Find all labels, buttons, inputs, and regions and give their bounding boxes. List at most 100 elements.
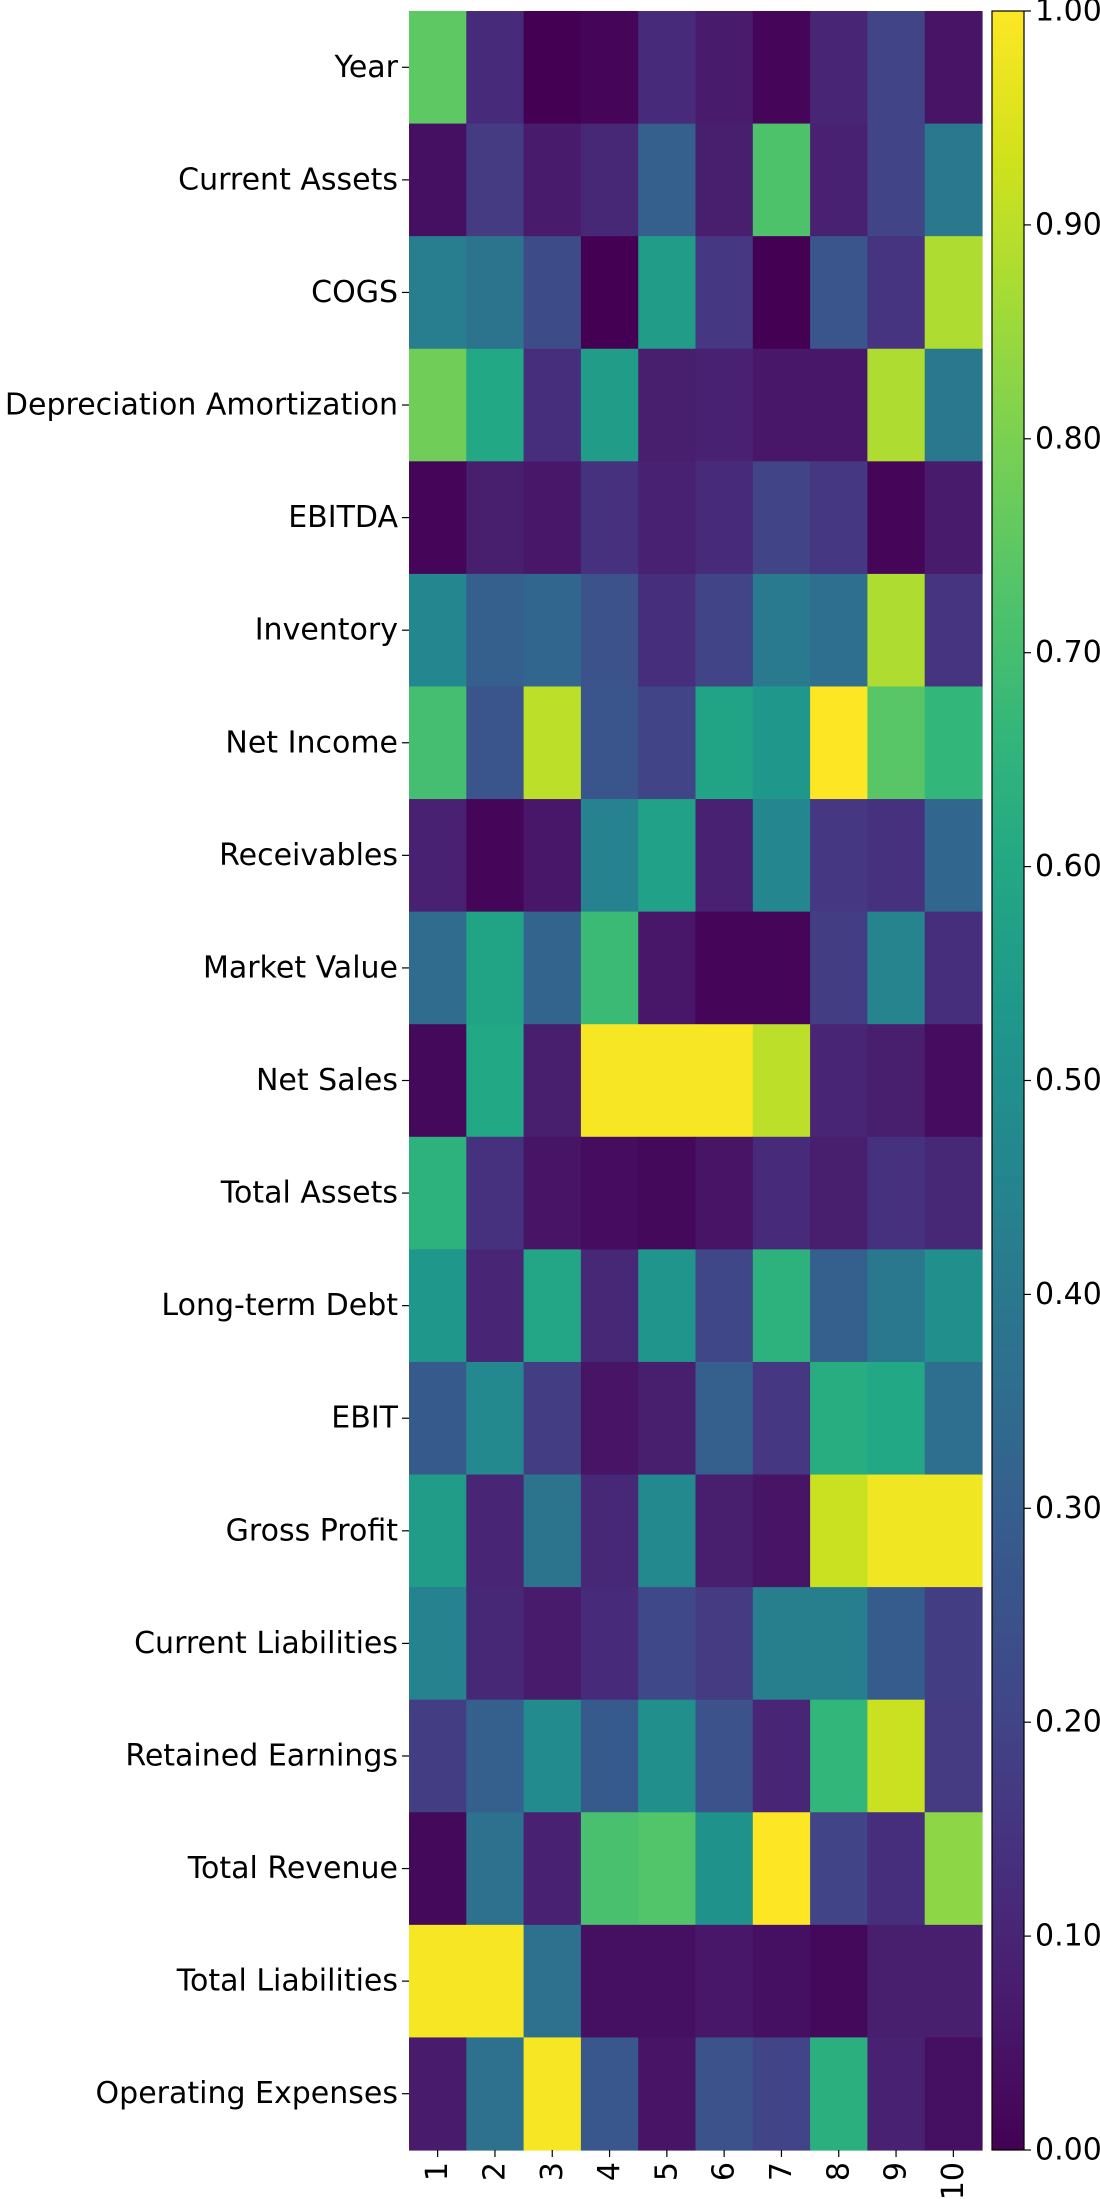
- heatmap-cell: [466, 11, 525, 125]
- heatmap-cell: [409, 1924, 467, 2039]
- heatmap-cell: [752, 911, 811, 1025]
- column-label: 4: [592, 2162, 627, 2181]
- heatmap-cell: [466, 1249, 525, 1363]
- heatmap-cell: [810, 799, 868, 913]
- heatmap-cell: [466, 2037, 525, 2151]
- heatmap-cell: [409, 1587, 467, 1701]
- heatmap-cell: [695, 686, 754, 800]
- heatmap-cell: [867, 1587, 926, 1701]
- heatmap-cell: [466, 461, 525, 575]
- heatmap-cell: [810, 1924, 868, 2039]
- heatmap-cell: [580, 573, 639, 688]
- heatmap-cell: [924, 799, 983, 913]
- colorbar-tick-label: 0.20: [1035, 1705, 1100, 1740]
- row-label: Retained Earnings: [125, 1738, 398, 1773]
- heatmap-cell: [638, 1699, 697, 1813]
- heatmap-cell: [810, 686, 868, 800]
- heatmap-cell: [752, 1361, 811, 1476]
- colorbar-tick-label: 0.30: [1035, 1491, 1100, 1526]
- heatmap-cell: [810, 1587, 868, 1701]
- heatmap-cell: [695, 911, 754, 1025]
- heatmap-cell: [523, 1249, 582, 1363]
- heatmap-cell: [523, 1136, 582, 1250]
- heatmap-cell: [638, 686, 697, 800]
- heatmap-cell: [867, 911, 926, 1025]
- colorbar-tick-label: 0.10: [1035, 1919, 1100, 1954]
- heatmap-cell: [695, 123, 754, 237]
- row-label: Depreciation Amortization: [5, 388, 398, 423]
- row-label: EBIT: [331, 1401, 398, 1436]
- heatmap-cell: [924, 1249, 983, 1363]
- heatmap-cell: [466, 1024, 525, 1138]
- heatmap-cell: [638, 11, 697, 125]
- heatmap-cell: [924, 461, 983, 575]
- heatmap-cell: [752, 1249, 811, 1363]
- row-label: Total Liabilities: [176, 1964, 398, 1999]
- heatmap-cell: [867, 236, 926, 350]
- heatmap-cell: [466, 1587, 525, 1701]
- colorbar-tick-label: 0.00: [1035, 2133, 1100, 2168]
- colorbar-scale: [991, 10, 1025, 2151]
- heatmap-cell: [810, 236, 868, 350]
- heatmap-cell: [752, 236, 811, 350]
- colorbar-tick-label: 0.70: [1035, 635, 1100, 670]
- heatmap-cell: [409, 1249, 467, 1363]
- heatmap-cell: [695, 11, 754, 125]
- heatmap-cell: [924, 1812, 983, 1926]
- heatmap-cell: [580, 123, 639, 237]
- heatmap-cell: [580, 799, 639, 913]
- row-label: Net Sales: [256, 1063, 398, 1098]
- colorbar: 0.00 0.10 0.20 0.30 0.40 0.50 0.60 0.70 0.80 0.90…: [991, 0, 1100, 2168]
- heatmap-cell: [638, 236, 697, 350]
- colorbar-tick-label: 0.80: [1035, 421, 1100, 456]
- heatmap-cell: [810, 1361, 868, 1476]
- column-label: 2: [477, 2162, 512, 2181]
- heatmap-cell: [466, 1924, 525, 2039]
- column-labels: 1 2 3 4 5 6 7 8 9 10: [420, 2150, 971, 2199]
- heatmap-cell: [523, 1024, 582, 1138]
- row-label: Current Liabilities: [134, 1626, 398, 1661]
- heatmap-cell: [752, 1699, 811, 1813]
- heatmap-cell: [580, 1924, 639, 2039]
- row-label: COGS: [311, 275, 398, 310]
- heatmap-cell: [810, 1136, 868, 1250]
- heatmap-cell: [466, 348, 525, 462]
- heatmap-cell: [867, 11, 926, 125]
- heatmap-cell: [409, 1136, 467, 1250]
- heatmap-cell: [695, 1924, 754, 2039]
- heatmap-cell: [695, 1136, 754, 1250]
- heatmap-cell: [466, 1699, 525, 1813]
- heatmap-cell: [523, 123, 582, 237]
- heatmap-cell: [523, 1587, 582, 1701]
- heatmap-cell: [466, 1474, 525, 1588]
- heatmap-cell: [580, 1587, 639, 1701]
- heatmap-cell: [695, 236, 754, 350]
- heatmap-cell: [580, 1361, 639, 1476]
- heatmap-cell: [810, 11, 868, 125]
- heatmap-cell: [580, 1812, 639, 1926]
- heatmap-cell: [867, 348, 926, 462]
- heatmap-cell: [924, 573, 983, 688]
- heatmap-cell: [638, 911, 697, 1025]
- row-label: Total Revenue: [187, 1851, 398, 1886]
- heatmap-cell: [523, 236, 582, 350]
- heatmap-cell: [752, 461, 811, 575]
- heatmap-cell: [523, 573, 582, 688]
- row-label: Total Assets: [220, 1176, 398, 1211]
- heatmap-cell: [523, 799, 582, 913]
- heatmap-cell: [752, 1812, 811, 1926]
- heatmap-cell: [695, 573, 754, 688]
- column-label: 6: [707, 2162, 742, 2181]
- heatmap-cell: [867, 1812, 926, 1926]
- heatmap-cell: [466, 1361, 525, 1476]
- heatmap-cell: [580, 1024, 639, 1138]
- heatmap-cell: [638, 1924, 697, 2039]
- heatmap-cell: [867, 1249, 926, 1363]
- heatmap-cell: [810, 1249, 868, 1363]
- row-label: Gross Profit: [226, 1513, 399, 1548]
- heatmap-cell: [409, 461, 467, 575]
- heatmap-cell: [810, 1024, 868, 1138]
- heatmap-cell: [867, 1474, 926, 1588]
- heatmap-cell: [523, 348, 582, 462]
